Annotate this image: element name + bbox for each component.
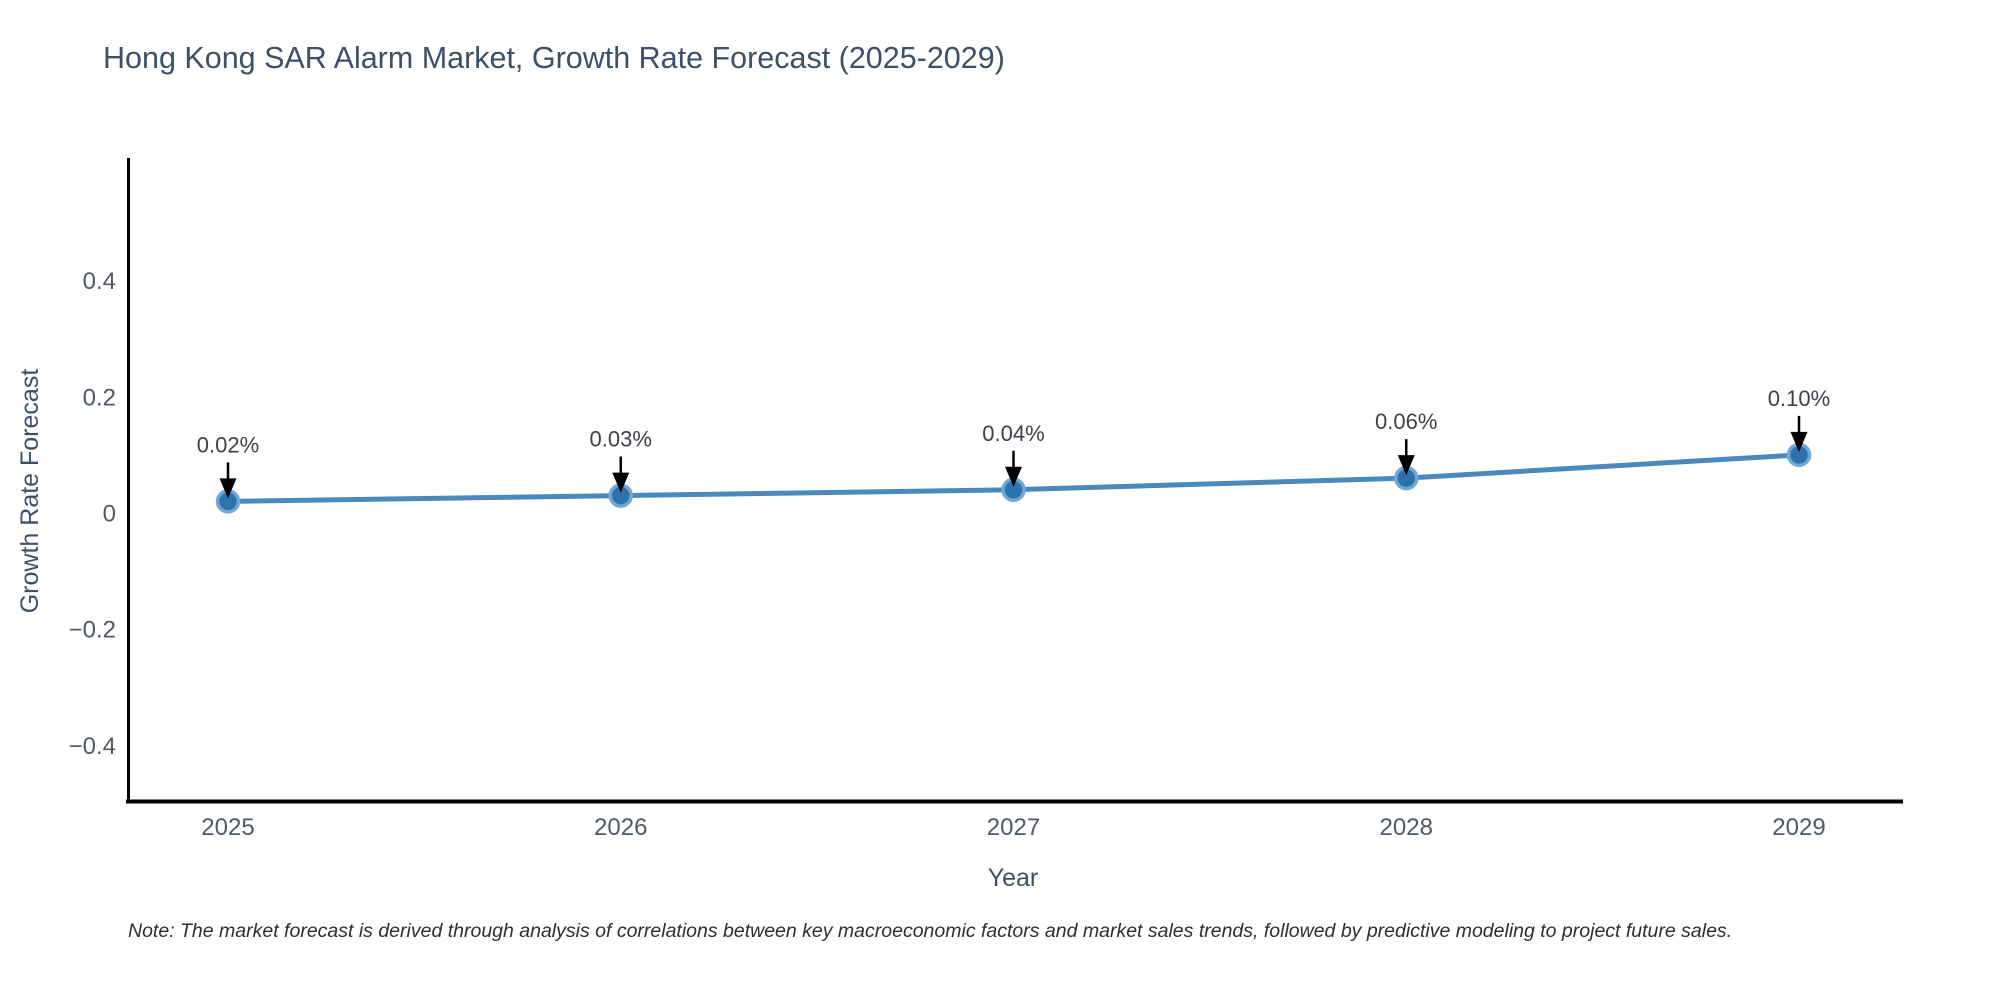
x-tick-label: 2029 [1772, 814, 1825, 841]
annotation-arrow-head [1397, 455, 1415, 476]
annotation-arrow-head [612, 472, 630, 493]
y-tick-label: 0.4 [83, 268, 116, 295]
y-axis-title: Growth Rate Forecast [16, 369, 44, 614]
point-value-label: 0.10% [1768, 386, 1830, 411]
x-tick-label: 2025 [201, 814, 254, 841]
x-tick-label: 2026 [594, 814, 647, 841]
plot-area: −0.4 −0.2 0 0.2 0.4 2025 2026 2027 2028 2029 0.02%… [69, 158, 1903, 841]
y-tick-label: −0.2 [69, 617, 116, 644]
x-axis-title: Year [988, 864, 1039, 892]
y-tick-label: 0.2 [83, 384, 116, 411]
point-value-label: 0.06% [1375, 409, 1437, 434]
y-tick-label: 0 [103, 501, 116, 528]
annotation-arrow-head [1005, 466, 1022, 487]
y-tick-label: −0.4 [69, 733, 116, 760]
annotation-arrow-head [219, 478, 237, 499]
point-value-label: 0.03% [590, 427, 652, 452]
x-tick-label: 2027 [987, 814, 1040, 841]
annotation-arrow-head [1790, 431, 1808, 452]
point-value-label: 0.02% [197, 432, 259, 457]
point-value-label: 0.04% [982, 421, 1044, 446]
chart-title: Hong Kong SAR Alarm Market, Growth Rate … [103, 41, 1005, 75]
chart-footnote: Note: The market forecast is derived thr… [128, 920, 1732, 942]
x-tick-label: 2028 [1380, 814, 1433, 841]
